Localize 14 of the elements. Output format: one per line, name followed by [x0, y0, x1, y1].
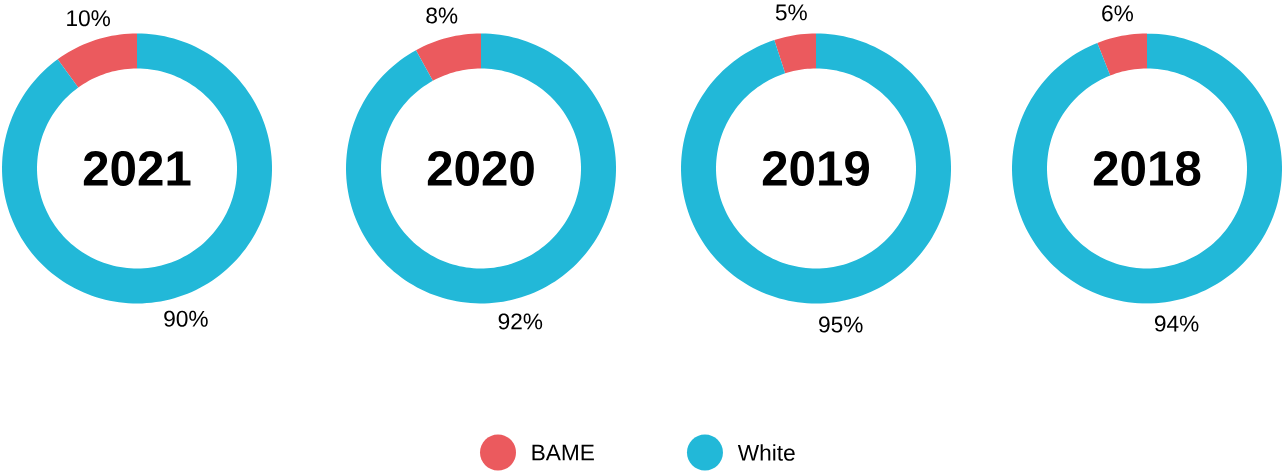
text: 2019 [762, 150, 870, 186]
legend-label: White [737, 443, 795, 461]
data-label: 94% [1154, 315, 1199, 332]
data-label: 90% [164, 310, 208, 327]
data-label: 92% [498, 313, 543, 330]
data-label: 10% [67, 9, 110, 27]
text: 2018 [1093, 150, 1201, 186]
text: 2021 [83, 150, 191, 186]
legend-label: BAME [532, 444, 594, 461]
data-label: 5% [775, 4, 807, 21]
text: 2020 [427, 150, 534, 186]
data-label: 8% [426, 7, 458, 24]
data-label: 6% [1102, 5, 1134, 22]
data-label: 95% [819, 316, 863, 333]
